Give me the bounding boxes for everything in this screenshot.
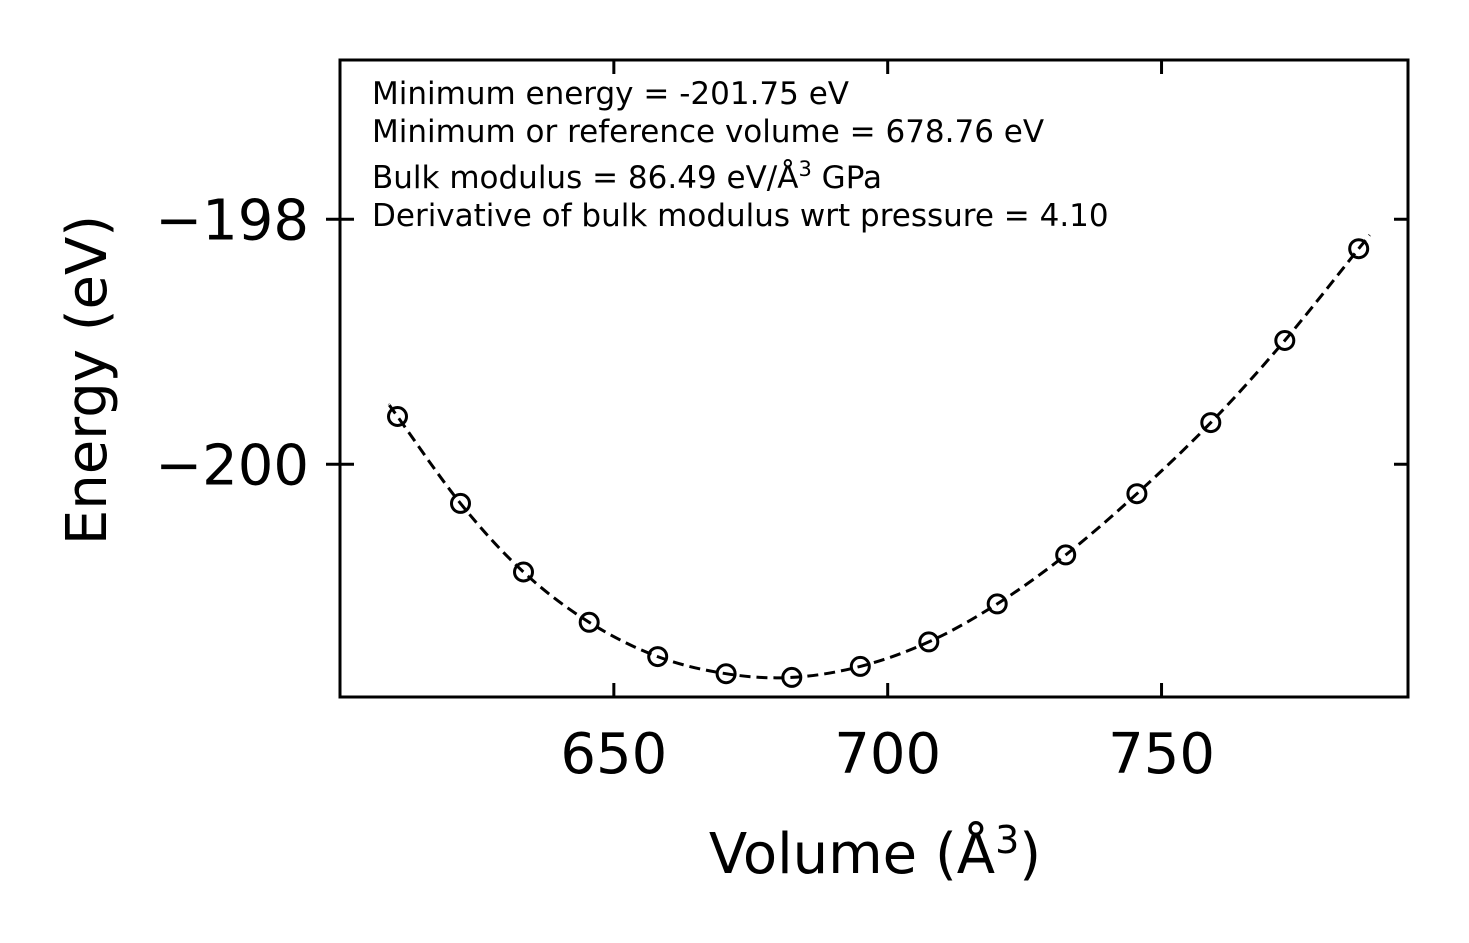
points-layer <box>387 238 1370 688</box>
data-point-8 <box>918 631 940 653</box>
ticks-layer: 650 700 750 −198 −200 <box>155 60 1408 787</box>
y-axis-title: Energy (eV) <box>55 215 120 545</box>
y-tick-label--200: −200 <box>155 433 309 498</box>
data-point-10 <box>1055 544 1077 566</box>
x-axis-title-main: Volume (Å <box>709 821 995 887</box>
fit-curve <box>387 234 1371 680</box>
data-point-3 <box>578 611 600 633</box>
y-tick-label--198: −198 <box>155 188 309 253</box>
annotation-ref-volume: Minimum or reference volume = 678.76 eV <box>372 114 1044 150</box>
annotation-bulk-modulus-sup: 3 <box>798 157 811 181</box>
data-point-0 <box>387 406 408 427</box>
x-axis-title-sup: 3 <box>995 818 1019 862</box>
data-point-2 <box>513 561 534 583</box>
x-axis-title: Volume (Å3) <box>709 818 1041 887</box>
data-point-7 <box>849 655 871 677</box>
data-point-14 <box>1348 238 1370 260</box>
annotation-bulk-modulus-main: Bulk modulus = 86.49 eV/Å <box>372 160 798 196</box>
data-point-6 <box>781 666 803 688</box>
annotation-bulk-derivative: Derivative of bulk modulus wrt pressure … <box>372 198 1109 234</box>
x-tick-label-700: 700 <box>834 722 941 787</box>
data-point-11 <box>1126 483 1148 505</box>
data-point-12 <box>1200 412 1222 434</box>
annotation-bulk-modulus-suffix: GPa <box>812 160 882 196</box>
annotation-bulk-modulus: Bulk modulus = 86.49 eV/Å3 GPa <box>372 157 882 196</box>
data-point-5 <box>715 663 737 685</box>
annotation-min-energy: Minimum energy = -201.75 eV <box>372 76 849 112</box>
plot-frame <box>338 58 1410 699</box>
data-point-9 <box>986 593 1008 615</box>
x-tick-label-750: 750 <box>1108 722 1215 787</box>
fit-layer <box>387 234 1371 680</box>
x-tick-label-650: 650 <box>560 722 667 787</box>
data-point-1 <box>450 492 471 514</box>
x-axis-title-suffix: ) <box>1019 822 1041 887</box>
data-point-4 <box>647 646 669 668</box>
data-point-13 <box>1274 330 1296 351</box>
